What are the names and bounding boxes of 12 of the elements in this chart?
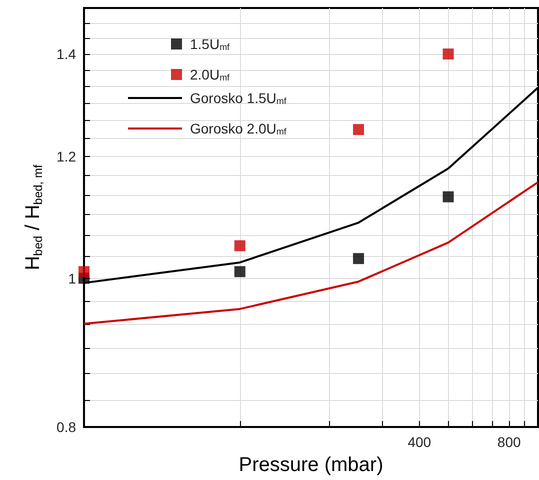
y-axis-title: Hbed / Hbed, mf [22,164,45,270]
y-tick-label: 1.4 [56,46,76,62]
legend-label: Gorosko 1.5Umf [190,90,287,106]
y-tick-label: 1 [68,270,76,286]
x-axis-title: Pressure (mbar) [238,454,384,476]
legend-label: Gorosko 2.0Umf [190,120,287,136]
x-tick-label: 800 [497,434,521,450]
legend-label: 1.5Umf [190,36,230,52]
y-tick-label: 0.8 [56,419,76,435]
y-tick-label: 1.2 [56,148,76,165]
x-tick-label: 400 [408,434,432,450]
legend-label: 2.0Umf [190,66,230,82]
